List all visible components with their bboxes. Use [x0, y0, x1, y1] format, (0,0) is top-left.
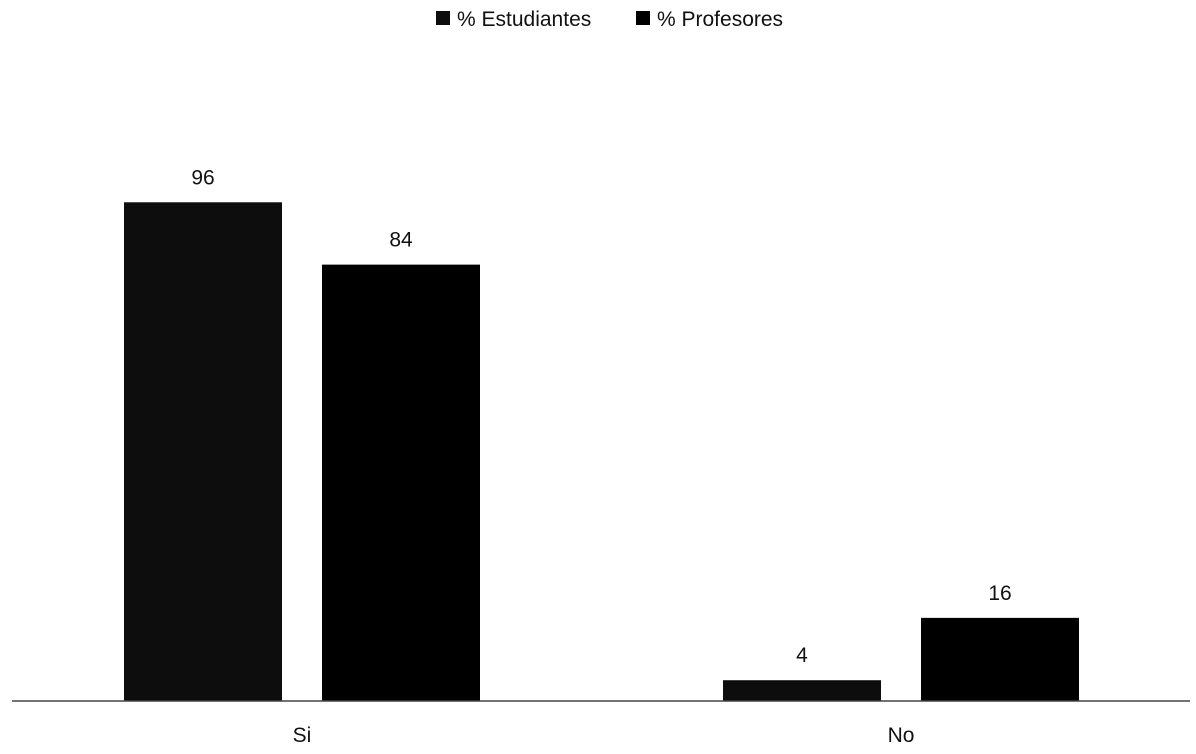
- data-label-si-series-1: 96: [191, 166, 214, 189]
- data-label-no-series-1: 4: [796, 644, 808, 667]
- bar-no-series-1: [723, 680, 881, 701]
- bars: [124, 202, 1079, 701]
- legend: % Estudiantes % Profesores: [436, 8, 783, 31]
- legend-label-2: % Profesores: [657, 8, 783, 31]
- bar-si-series-1: [124, 202, 282, 701]
- legend-label-1: % Estudiantes: [457, 8, 591, 31]
- legend-swatch-2: [636, 11, 650, 25]
- bar-si-series-2: [322, 264, 480, 701]
- data-label-si-series-2: 84: [389, 229, 413, 252]
- x-axis-tick-labels: Si No: [293, 724, 915, 747]
- legend-swatch-1: [436, 11, 450, 25]
- bar-no-series-2: [921, 617, 1079, 701]
- data-labels: 96 84 4 16: [191, 166, 1011, 667]
- x-tick-label-no: No: [888, 724, 915, 747]
- data-label-no-series-2: 16: [988, 582, 1011, 605]
- x-tick-label-si: Si: [293, 724, 312, 747]
